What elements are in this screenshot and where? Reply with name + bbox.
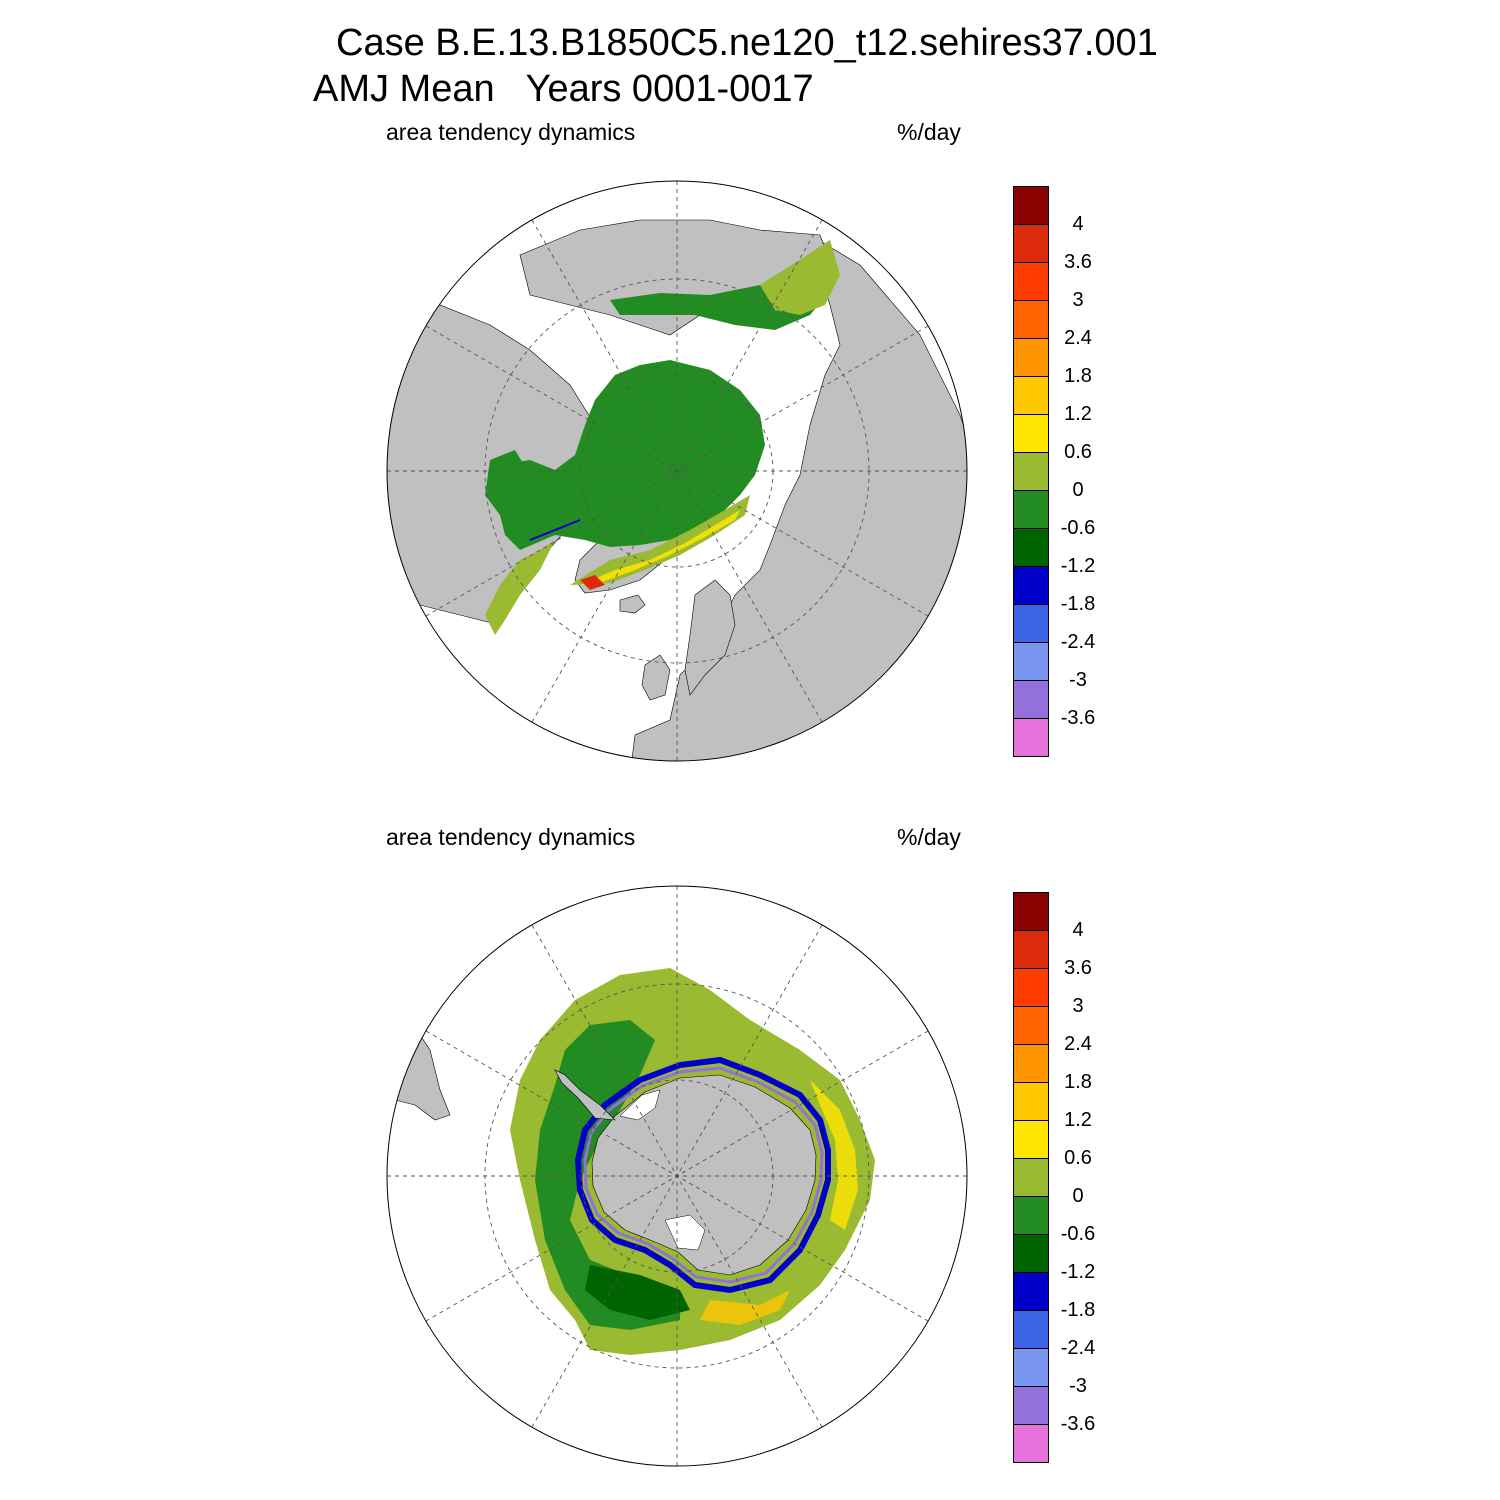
north-ice-edge-blue-line — [529, 519, 581, 541]
south-colorbar-box — [1013, 1045, 1049, 1083]
north-colorbar-tick-label: -3.6 — [1060, 707, 1096, 729]
north-colorbar-box — [1013, 719, 1049, 757]
south-colorbar-tick-label: 1.8 — [1064, 1071, 1092, 1093]
figure-title-period: AMJ Mean Years 0001-0017 — [313, 68, 814, 110]
south-colorbar-box — [1013, 1425, 1049, 1463]
south-ice-yellow-margin-2 — [700, 1290, 790, 1325]
north-colorbar-box — [1013, 225, 1049, 263]
south-sea-ice-interior — [535, 1020, 680, 1330]
north-colorbar-box — [1013, 491, 1049, 529]
north-colorbar-tick-label: 1.8 — [1064, 365, 1092, 387]
south-colorbar-tick-label: 3 — [1072, 995, 1084, 1017]
south-coastal-violet-band — [583, 1066, 824, 1284]
north-colorbar-tick-label: 2.4 — [1064, 327, 1092, 349]
north-colorbar-box — [1013, 377, 1049, 415]
south-colorbar-box — [1013, 1273, 1049, 1311]
north-polar-map — [386, 180, 968, 762]
north-colorbar-box — [1013, 186, 1049, 225]
south-panel-units-label: %/day — [897, 824, 961, 850]
north-colorbar-box — [1013, 263, 1049, 301]
figure-title-case: Case B.E.13.B1850C5.ne120_t12.sehires37.… — [336, 22, 1158, 64]
north-colorbar-tick-label: 4 — [1072, 213, 1084, 235]
north-land-iceland — [619, 594, 646, 614]
south-colorbar-tick-label: -1.8 — [1060, 1299, 1096, 1321]
south-coastal-negative-band — [574, 1056, 831, 1294]
north-colorbar-tick-label: 1.2 — [1064, 403, 1092, 425]
south-land-antarctic-peninsula — [554, 1069, 616, 1121]
north-ice-edge-labrador — [485, 540, 555, 635]
south-colorbar-box — [1013, 1235, 1049, 1273]
north-colorbar — [1013, 186, 1049, 757]
south-colorbar-tick-label: -2.4 — [1060, 1337, 1096, 1359]
north-colorbar-tick-label: 3.6 — [1064, 251, 1092, 273]
south-colorbar-box — [1013, 1007, 1049, 1045]
south-ice-shelf-weddell — [619, 1089, 661, 1121]
north-panel-variable-label: area tendency dynamics — [386, 119, 636, 145]
north-colorbar-box — [1013, 529, 1049, 567]
south-colorbar — [1013, 892, 1049, 1463]
north-panel-units-label: %/day — [897, 119, 961, 145]
south-ice-yellow-margin — [810, 1080, 858, 1230]
south-colorbar-box — [1013, 892, 1049, 931]
south-colorbar-box — [1013, 1121, 1049, 1159]
south-colorbar-tick-label: 0.6 — [1064, 1147, 1092, 1169]
north-colorbar-box — [1013, 567, 1049, 605]
south-colorbar-tick-label: -0.6 — [1060, 1223, 1096, 1245]
south-colorbar-tick-label: 3.6 — [1064, 957, 1092, 979]
north-sea-ice-hudson — [485, 450, 530, 515]
south-colorbar-box — [1013, 931, 1049, 969]
south-colorbar-tick-label: -3 — [1069, 1375, 1087, 1397]
north-land-scandinavia — [684, 579, 736, 696]
north-map-border — [386, 180, 968, 762]
north-colorbar-box — [1013, 681, 1049, 719]
south-colorbar-box — [1013, 1197, 1049, 1235]
south-colorbar-box — [1013, 1349, 1049, 1387]
north-sea-ice-interior — [495, 360, 765, 550]
south-polar-map — [386, 885, 968, 1467]
north-ice-edge-okhotsk — [760, 240, 840, 315]
south-colorbar-tick-label: 4 — [1072, 919, 1084, 941]
north-colorbar-tick-label: 0.6 — [1064, 441, 1092, 463]
south-colorbar-tick-label: -1.2 — [1060, 1261, 1096, 1283]
north-colorbar-tick-label: -1.2 — [1060, 555, 1096, 577]
south-colorbar-box — [1013, 969, 1049, 1007]
north-land-british-isles — [641, 654, 671, 701]
south-sea-ice-ross — [585, 1265, 690, 1320]
south-ice-shelf-ross — [664, 1214, 706, 1251]
north-colorbar-box — [1013, 643, 1049, 681]
north-colorbar-box — [1013, 301, 1049, 339]
north-colorbar-box — [1013, 605, 1049, 643]
south-colorbar-box — [1013, 1083, 1049, 1121]
south-panel-variable-label: area tendency dynamics — [386, 824, 636, 850]
south-colorbar-tick-label: 2.4 — [1064, 1033, 1092, 1055]
north-ice-edge-red-spot — [580, 575, 605, 590]
south-colorbar-tick-label: 0 — [1072, 1185, 1084, 1207]
south-map-border — [386, 885, 968, 1467]
north-ice-edge-barents — [570, 495, 750, 585]
south-colorbar-box — [1013, 1311, 1049, 1349]
north-colorbar-tick-label: -3 — [1069, 669, 1087, 691]
south-colorbar-box — [1013, 1159, 1049, 1197]
north-colorbar-box — [1013, 453, 1049, 491]
south-colorbar-box — [1013, 1387, 1049, 1425]
north-colorbar-box — [1013, 415, 1049, 453]
south-colorbar-tick-label: -3.6 — [1060, 1413, 1096, 1435]
north-colorbar-tick-label: 0 — [1072, 479, 1084, 501]
north-colorbar-tick-label: 3 — [1072, 289, 1084, 311]
north-colorbar-tick-label: -1.8 — [1060, 593, 1096, 615]
north-colorbar-box — [1013, 339, 1049, 377]
north-colorbar-tick-label: -2.4 — [1060, 631, 1096, 653]
south-graticule — [387, 886, 967, 1466]
north-graticule — [387, 181, 967, 761]
north-colorbar-tick-label: -0.6 — [1060, 517, 1096, 539]
south-colorbar-tick-label: 1.2 — [1064, 1109, 1092, 1131]
